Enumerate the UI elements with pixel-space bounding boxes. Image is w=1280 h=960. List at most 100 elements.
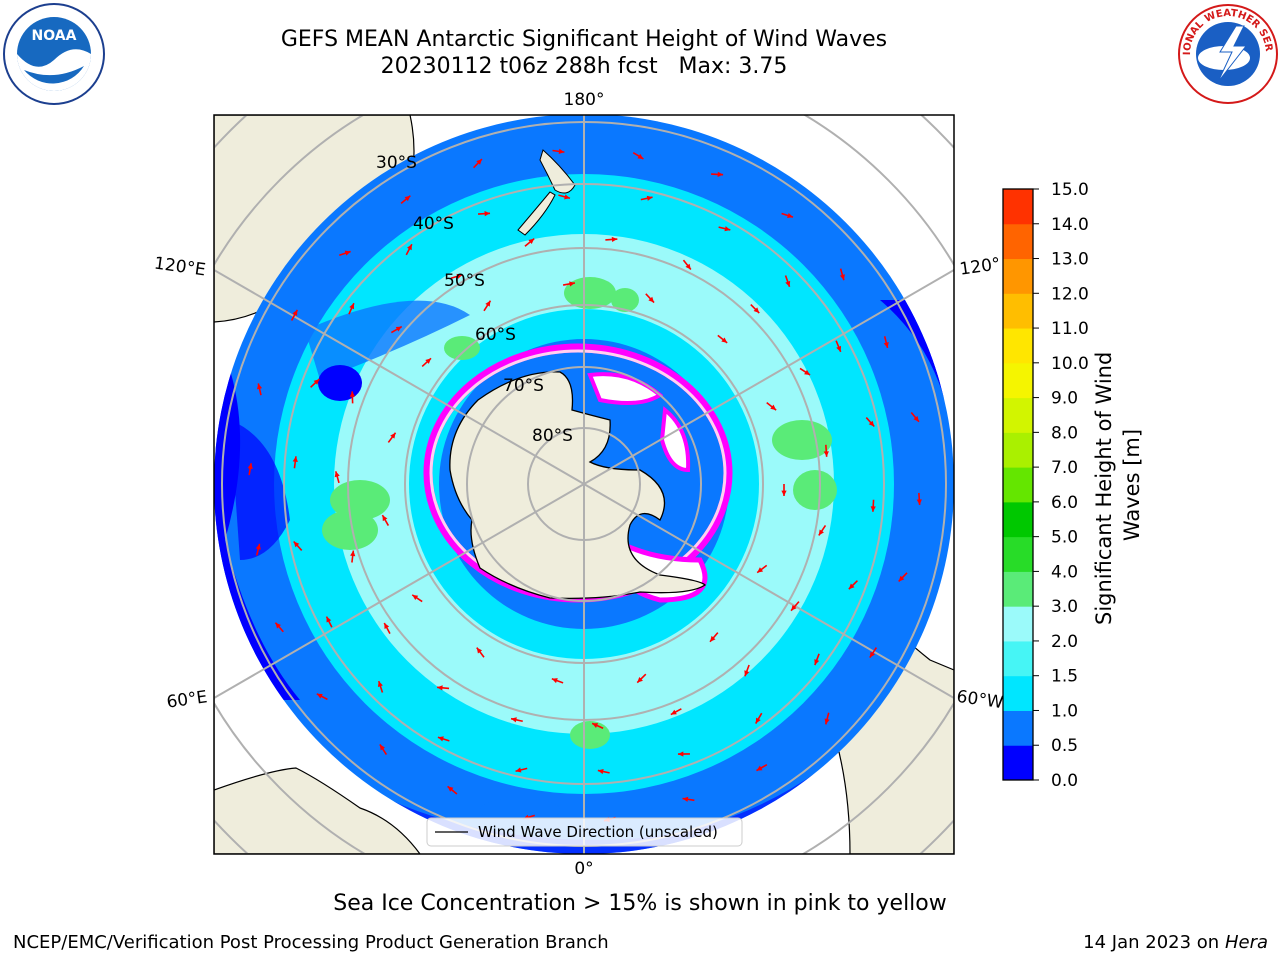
wind-wave-arrowhead: [744, 670, 750, 677]
wind-wave-arrowhead: [379, 744, 385, 751]
colorbar: 0.0 0.5 1.0 1.5 2.0 3.0 4.0 5.0 6.0 7.0 8.0 9.0 10.0…: [1002, 180, 1089, 791]
colorbar-segment: [1003, 258, 1033, 294]
wind-wave-arrowhead: [781, 490, 787, 496]
map-legend: Wind Wave Direction (unscaled): [426, 817, 743, 847]
wind-wave-arrowhead: [883, 342, 889, 348]
colorbar-label-line1: Significant Height of Wind: [1092, 352, 1116, 625]
colorbar-segment: [1003, 223, 1033, 260]
graticule: [214, 115, 954, 854]
lat-label: 60°S: [475, 325, 516, 345]
wind-wave-arrowhead: [404, 195, 411, 202]
sea-ice-note: Sea Ice Concentration > 15% is shown in …: [333, 891, 947, 916]
latitude-labels: 30°S 40°S 50°S 60°S 70°S 80°S: [376, 153, 573, 446]
wind-wave-arrowhead: [407, 244, 412, 251]
wind-wave-arrowhead: [256, 383, 263, 390]
credit-machine: Hera: [1224, 932, 1268, 953]
lon-label-180: 180°: [564, 90, 605, 110]
colorbar-segment: [1003, 328, 1033, 364]
colorbar-tick-label: 2.0: [1051, 632, 1078, 652]
wind-wave-arrowhead: [648, 296, 655, 303]
colorbar-segment: [1003, 745, 1033, 781]
wind-wave-arrowhead: [349, 303, 355, 310]
lat-label: 40°S: [413, 214, 454, 234]
colorbar-tick-label: 4.0: [1051, 562, 1078, 582]
wind-wave-arrowhead: [275, 622, 281, 629]
wind-wave-arrowhead: [350, 550, 356, 557]
colorbar-tick-label: 11.0: [1051, 319, 1089, 339]
wind-wave-arrowhead: [756, 765, 763, 771]
colorbar-tick-label: 5.0: [1051, 528, 1078, 548]
wind-wave-arrowhead: [377, 681, 383, 688]
wind-wave-arrowhead: [564, 194, 570, 200]
wind-wave-arrowhead: [344, 250, 351, 256]
wind-wave-arrowhead: [710, 635, 716, 642]
wind-wave-arrowhead: [770, 404, 777, 411]
colorbar-tick-label: 0.0: [1051, 771, 1078, 791]
lat-label: 30°S: [376, 153, 417, 173]
antarctica-land: [449, 371, 707, 600]
wind-wave-arrowhead: [637, 153, 644, 159]
wind-wave-arrowhead: [382, 515, 388, 522]
wind-wave-arrowhead: [753, 307, 760, 314]
colorbar-segment: [1003, 536, 1033, 572]
wind-wave-arrowhead: [717, 171, 724, 177]
wind-wave-arrowhead: [755, 717, 761, 724]
wind-wave-arrowhead: [818, 529, 824, 536]
wind-wave-arrowhead: [349, 391, 355, 397]
noaa-logo-text: NOAA: [32, 28, 77, 44]
wind-wave-arrowhead: [515, 767, 522, 773]
wind-wave-arrowhead: [551, 678, 558, 684]
wind-wave-arrowhead: [447, 786, 454, 792]
colorbar-tick-label: 14.0: [1051, 215, 1089, 235]
wind-wave-arrowhead: [255, 543, 261, 550]
wind-wave-arrowhead: [646, 195, 653, 201]
wind-wave-arrowhead: [685, 263, 691, 270]
map-frame: [213, 114, 955, 855]
wind-wave-arrowhead: [870, 506, 876, 512]
nws-logo-icon: NATIONAL WEATHER SERVICE: [1176, 2, 1278, 104]
noaa-logo-icon: NOAA: [3, 3, 105, 105]
new-zealand-land: [517, 149, 576, 236]
wind-wave-arrowhead: [528, 238, 535, 245]
credit-right: 14 Jan 2023 on Hera: [1083, 932, 1268, 953]
colorbar-tick-label: 1.5: [1051, 667, 1078, 687]
wind-wave-arrowhead: [677, 751, 684, 757]
chart-subtitle: 20230112 t06z 288h fcst Max: 3.75: [380, 54, 788, 79]
wind-wave-arrowhead: [292, 456, 298, 463]
wind-wave-arrowhead: [913, 415, 919, 422]
wind-wave-arrowhead: [384, 623, 390, 630]
wind-wave-arrowhead: [412, 594, 419, 601]
colorbar-label: Significant Height of Wind Waves [m]: [1092, 345, 1144, 625]
colorbar-tick-label: 9.0: [1051, 389, 1078, 409]
colorbar-tick-label: 8.0: [1051, 423, 1078, 443]
wind-wave-arrowhead: [597, 768, 604, 775]
lon-label-60e: 60°E: [165, 687, 208, 712]
colorbar-tick-label: 13.0: [1051, 250, 1089, 270]
wind-wave-arrowhead: [814, 659, 820, 666]
colorbar-tick-label: 6.0: [1051, 493, 1078, 513]
wind-wave-arrowhead: [511, 717, 517, 723]
wind-wave-arrowhead: [836, 345, 842, 352]
wind-wave-arrowhead: [484, 211, 491, 217]
wind-wave-arrowhead: [476, 647, 483, 654]
colorbar-segment: [1003, 189, 1033, 225]
lon-label-60w: 60°W: [955, 687, 1004, 713]
wind-wave-arrows: [247, 148, 922, 822]
wind-wave-arrowhead: [804, 369, 811, 375]
wind-wave-arrowhead: [456, 273, 463, 279]
colorbar-segment: [1003, 640, 1033, 677]
wind-wave-arrowhead: [869, 651, 875, 658]
wind-wave-arrowhead: [787, 212, 794, 218]
colorbar-tick-label: 15.0: [1051, 180, 1089, 200]
colorbar-segment: [1003, 397, 1033, 433]
wind-wave-arrowhead: [848, 583, 855, 590]
colorbar-tick-label: 3.0: [1051, 597, 1078, 617]
colorbar-segment: [1003, 467, 1033, 503]
wind-wave-arrowhead: [292, 309, 298, 316]
colorbar-tick-label: 1.0: [1051, 701, 1078, 721]
colorbar-frame: [1002, 188, 1034, 781]
colorbar-label-line2: Waves [m]: [1120, 429, 1144, 541]
wind-wave-arrowhead: [313, 379, 320, 385]
wind-wave-arrowhead: [334, 471, 340, 478]
